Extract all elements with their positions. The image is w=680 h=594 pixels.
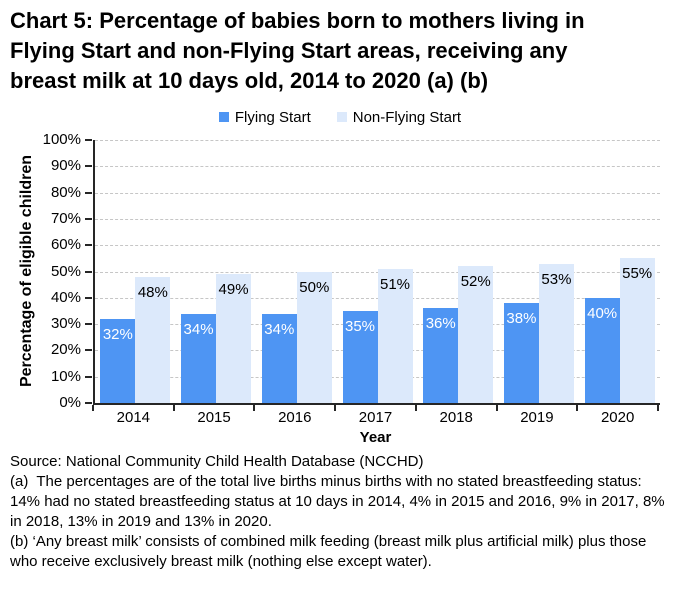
bar-data-label: 49%	[218, 281, 249, 299]
x-axis-tick	[172, 405, 175, 411]
x-axis-title: Year	[359, 429, 392, 446]
legend-item-non-flying-start: Non-Flying Start	[336, 108, 462, 126]
y-tick-label: 30%	[50, 315, 81, 333]
source-note: Source: National Community Child Health …	[10, 453, 424, 470]
bar-flying-start-2019: 38%	[503, 303, 539, 403]
chart-title-line1: Chart 5: Percentage of babies born to mo…	[10, 8, 585, 33]
legend-label: Flying Start	[234, 108, 311, 126]
y-axis-tick	[85, 375, 92, 378]
plot-area: 32% 48% 34% 49% 34% 50% 35% 51% 36% 52% 38% 53% 40% 5…	[93, 140, 660, 405]
y-axis-tick	[85, 139, 92, 141]
chart-title-line2: Flying Start and non-Flying Start areas,…	[10, 38, 568, 63]
y-axis-tick	[85, 165, 92, 168]
bar-non-flying-start-2020: 55%	[619, 258, 655, 403]
y-axis-tick	[85, 402, 92, 404]
gridline	[95, 140, 660, 141]
bar-data-label: 55%	[622, 265, 653, 283]
x-tick-label: 2019	[520, 409, 554, 426]
y-axis-tick	[85, 349, 92, 352]
y-axis-tick	[85, 191, 92, 194]
x-tick-label: 2020	[600, 409, 635, 426]
y-axis-tick	[85, 244, 92, 247]
x-tick-label: 2018	[439, 409, 473, 426]
bar-data-label: 38%	[506, 310, 537, 328]
y-tick-label: 40%	[50, 288, 81, 306]
x-tick-label: 2017	[358, 409, 393, 426]
bar-data-label: 48%	[137, 283, 168, 301]
bar-data-label: 35%	[344, 317, 376, 335]
bar-data-label: 36%	[425, 315, 456, 333]
bar-non-flying-start-2015: 49%	[216, 274, 252, 403]
y-tick-label: 50%	[50, 262, 81, 280]
bar-non-flying-start-2016: 50%	[296, 271, 332, 403]
legend-label: Non-Flying Start	[352, 108, 462, 126]
x-axis-tick	[414, 405, 417, 411]
y-axis-tick	[85, 270, 92, 273]
bar-flying-start-2018: 36%	[423, 308, 459, 403]
legend-swatch	[336, 112, 347, 122]
x-axis-tick	[334, 405, 337, 411]
y-tick-label: 20%	[50, 341, 81, 359]
bar-data-label: 34%	[183, 320, 214, 338]
legend-item-flying-start: Flying Start	[218, 108, 311, 126]
bar-data-label: 51%	[379, 275, 411, 293]
gridline	[95, 245, 660, 247]
gridline	[95, 218, 660, 220]
bar-data-label: 40%	[587, 304, 618, 322]
x-axis-tick	[495, 405, 498, 411]
bar-non-flying-start-2018: 52%	[458, 266, 494, 403]
y-tick-label: 100%	[42, 131, 81, 148]
y-tick-label: 10%	[50, 367, 81, 385]
gridline	[95, 192, 660, 194]
bar-flying-start-2020: 40%	[584, 297, 620, 403]
footnote-b: (b) ‘Any breast milk’ consists of combin…	[10, 533, 647, 570]
x-tick-label: 2015	[197, 409, 231, 426]
bar-non-flying-start-2019: 53%	[538, 263, 574, 403]
bar-data-label: 53%	[541, 270, 572, 288]
bar-data-label: 34%	[264, 320, 295, 338]
y-tick-label: 0%	[59, 394, 81, 411]
bar-data-label: 50%	[299, 278, 330, 296]
y-tick-label: 90%	[50, 157, 81, 175]
bar-data-label: 52%	[460, 273, 491, 291]
bar-data-label: 32%	[102, 325, 133, 343]
chart-legend: Flying Start Non-Flying Start	[0, 107, 680, 127]
legend-swatch	[218, 112, 229, 122]
chart-title: Chart 5: Percentage of babies born to mo…	[10, 6, 666, 96]
bar-flying-start-2017: 35%	[342, 310, 378, 403]
footnotes: Source: National Community Child Health …	[10, 452, 672, 572]
x-axis-tick	[576, 405, 579, 411]
gridline	[95, 166, 660, 168]
bar-non-flying-start-2017: 51%	[377, 268, 413, 403]
y-tick-label: 80%	[50, 183, 81, 201]
x-tick-label: 2016	[278, 409, 312, 426]
bar-flying-start-2014: 32%	[100, 318, 136, 403]
chart-title-line3: breast milk at 10 days old, 2014 to 2020…	[10, 68, 489, 93]
x-axis-tick	[657, 405, 659, 411]
y-axis-tick	[85, 296, 92, 299]
y-axis-tick	[85, 323, 92, 326]
footnote-a: (a) The percentages are of the total liv…	[10, 473, 665, 530]
x-tick-label: 2014	[116, 409, 151, 426]
bar-non-flying-start-2014: 48%	[135, 276, 171, 403]
y-tick-label: 70%	[50, 209, 81, 227]
y-tick-label: 60%	[50, 236, 81, 254]
x-axis-tick	[253, 405, 256, 411]
bar-flying-start-2016: 34%	[261, 313, 297, 403]
x-axis-tick	[92, 405, 94, 411]
bar-flying-start-2015: 34%	[181, 313, 217, 403]
y-axis-tick	[85, 217, 92, 220]
